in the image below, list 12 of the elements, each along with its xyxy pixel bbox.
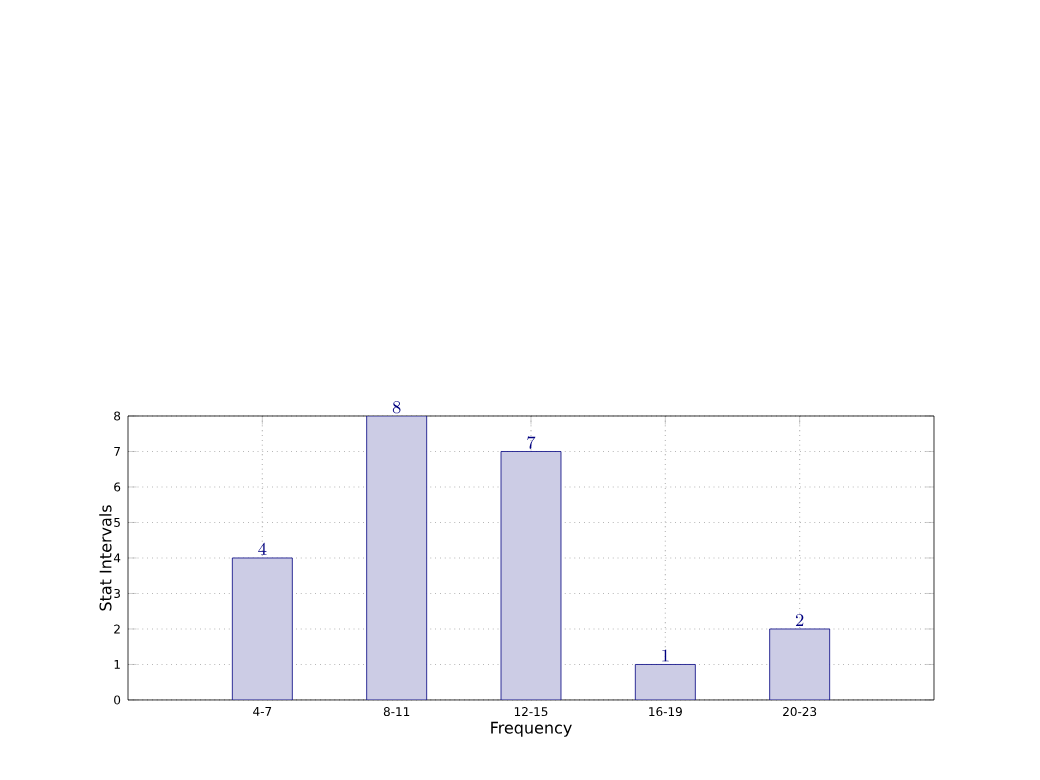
bar [366, 415, 428, 700]
data-label: 7 [527, 436, 536, 449]
bar [500, 451, 562, 700]
data-label: 2 [795, 613, 804, 626]
x-axis-title: Frequency [491, 721, 572, 737]
data-label: 1 [662, 649, 669, 662]
bar [769, 628, 831, 700]
bar [231, 557, 293, 700]
data-label: 8 [392, 400, 401, 414]
y-axis-title: Stat Intervals [99, 505, 112, 611]
bar [634, 664, 696, 700]
data-label: 4 [258, 542, 267, 555]
